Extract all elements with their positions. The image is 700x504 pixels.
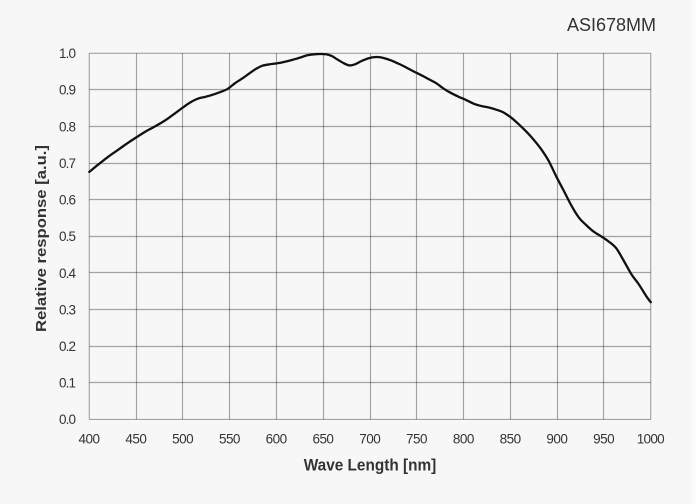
svg-text:0.4: 0.4 — [59, 266, 76, 281]
svg-text:450: 450 — [125, 432, 147, 447]
svg-text:0.9: 0.9 — [59, 83, 76, 98]
svg-text:0.7: 0.7 — [59, 156, 76, 171]
svg-text:0.1: 0.1 — [59, 376, 76, 391]
svg-text:Relative response [a.u.]: Relative response [a.u.] — [33, 145, 50, 332]
svg-text:700: 700 — [359, 432, 381, 447]
svg-text:400: 400 — [79, 432, 101, 447]
svg-text:0.0: 0.0 — [59, 412, 76, 427]
svg-text:0.3: 0.3 — [59, 302, 76, 317]
svg-text:750: 750 — [406, 432, 428, 447]
svg-text:0.5: 0.5 — [59, 229, 76, 244]
svg-text:800: 800 — [453, 432, 475, 447]
svg-text:500: 500 — [172, 432, 194, 447]
svg-text:850: 850 — [500, 432, 522, 447]
svg-text:0.6: 0.6 — [59, 193, 76, 208]
svg-text:550: 550 — [219, 432, 241, 447]
svg-text:1.0: 1.0 — [59, 46, 76, 61]
svg-text:1000: 1000 — [637, 432, 665, 447]
svg-text:650: 650 — [312, 432, 334, 447]
svg-text:950: 950 — [593, 432, 615, 447]
svg-text:0.2: 0.2 — [59, 339, 76, 354]
svg-text:Wave Length [nm]: Wave Length [nm] — [304, 456, 437, 475]
svg-text:0.8: 0.8 — [59, 119, 76, 134]
svg-text:ASI678MM: ASI678MM — [567, 15, 656, 35]
svg-text:900: 900 — [546, 432, 568, 447]
svg-text:600: 600 — [266, 432, 288, 447]
